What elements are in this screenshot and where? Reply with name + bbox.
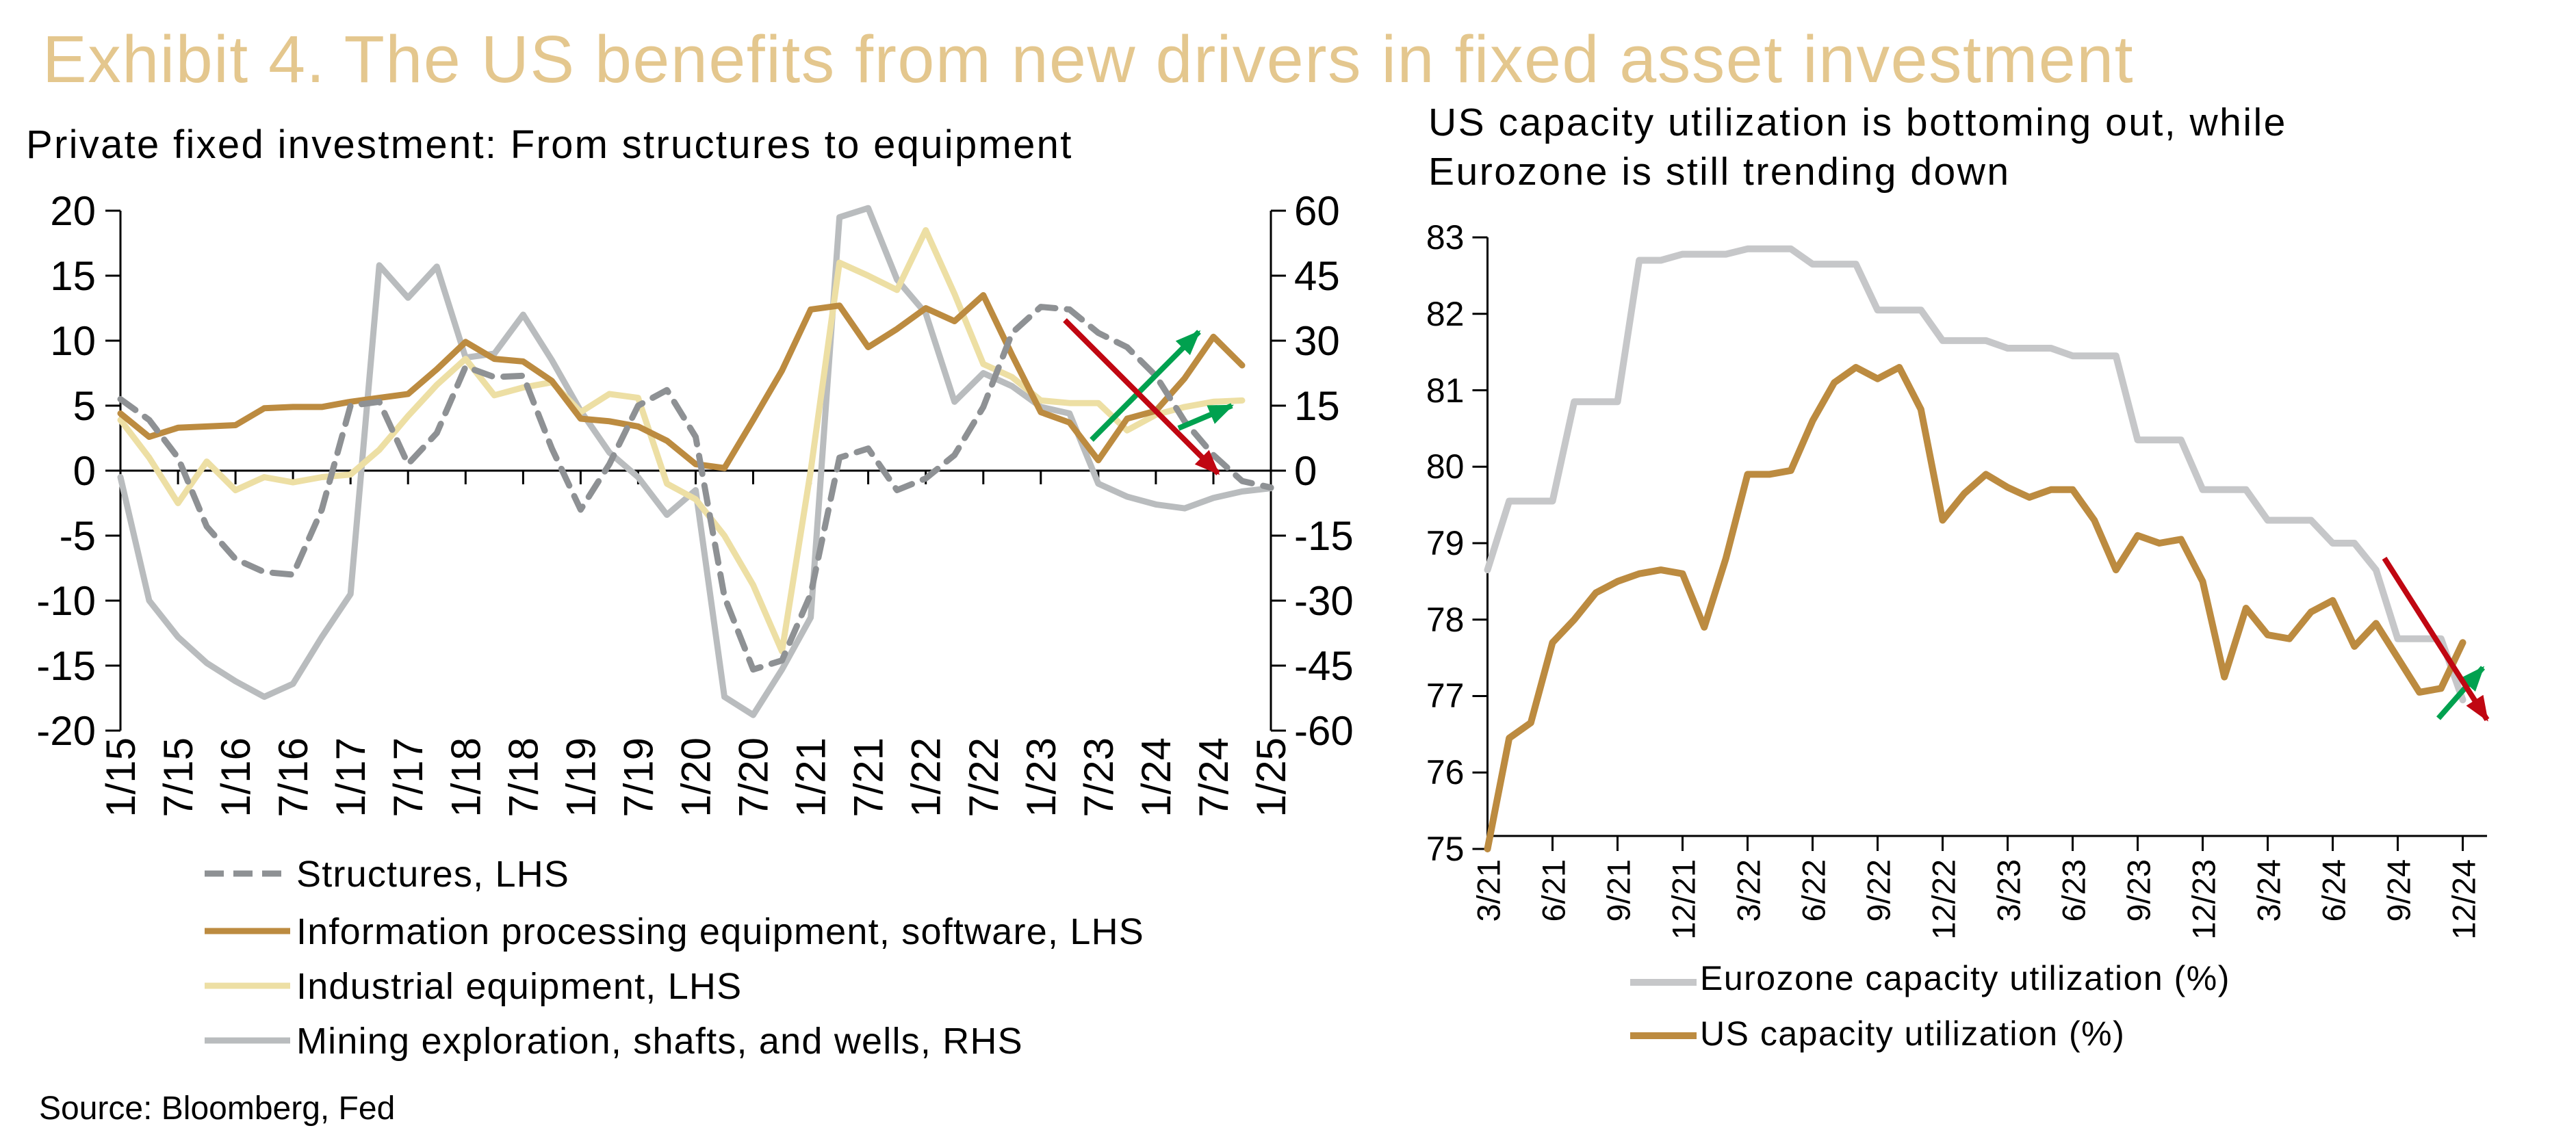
svg-text:1/16: 1/16 [213, 737, 259, 817]
svg-text:7/17: 7/17 [385, 737, 431, 817]
svg-text:30: 30 [1294, 318, 1340, 364]
svg-text:-20: -20 [36, 708, 96, 754]
svg-text:81: 81 [1426, 371, 1465, 410]
svg-text:7/15: 7/15 [155, 737, 201, 817]
svg-text:Eurozone is still trending dow: Eurozone is still trending down [1428, 150, 2011, 194]
svg-text:12/24: 12/24 [2446, 859, 2482, 940]
svg-text:1/21: 1/21 [788, 737, 834, 817]
svg-text:7/19: 7/19 [615, 737, 661, 817]
svg-text:7/20: 7/20 [731, 737, 777, 817]
svg-text:1/18: 1/18 [443, 737, 489, 817]
svg-text:-60: -60 [1294, 708, 1354, 754]
svg-text:1/24: 1/24 [1133, 737, 1179, 817]
svg-text:Source: Bloomberg, Fed: Source: Bloomberg, Fed [39, 1090, 395, 1127]
svg-text:79: 79 [1426, 524, 1465, 562]
svg-text:6/21: 6/21 [1536, 859, 1572, 921]
svg-text:1/25: 1/25 [1248, 737, 1294, 817]
svg-text:-30: -30 [1294, 578, 1354, 624]
svg-text:1/19: 1/19 [558, 737, 604, 817]
svg-text:-15: -15 [36, 643, 96, 689]
svg-text:7/22: 7/22 [961, 737, 1007, 817]
svg-text:1/22: 1/22 [903, 737, 949, 817]
svg-text:6/23: 6/23 [2056, 859, 2092, 921]
svg-text:7/18: 7/18 [500, 737, 546, 817]
svg-text:83: 83 [1426, 218, 1465, 257]
svg-text:1/20: 1/20 [673, 737, 719, 817]
svg-text:82: 82 [1426, 295, 1465, 333]
svg-text:80: 80 [1426, 447, 1465, 486]
svg-text:9/21: 9/21 [1601, 859, 1637, 921]
svg-text:Information processing equipme: Information processing equipment, softwa… [296, 911, 1144, 952]
svg-text:6/24: 6/24 [2316, 859, 2352, 921]
svg-text:US capacity utilization is bot: US capacity utilization is bottoming out… [1428, 101, 2287, 144]
svg-text:0: 0 [1294, 448, 1317, 494]
svg-text:9/24: 9/24 [2381, 859, 2417, 921]
svg-text:Private fixed investment: From: Private fixed investment: From structure… [26, 122, 1073, 167]
svg-text:77: 77 [1426, 677, 1465, 715]
svg-text:7/24: 7/24 [1191, 737, 1237, 817]
svg-text:15: 15 [50, 253, 96, 299]
svg-text:3/21: 3/21 [1471, 859, 1507, 921]
svg-text:1/17: 1/17 [328, 737, 374, 817]
svg-text:3/22: 3/22 [1731, 859, 1767, 921]
svg-text:Structures, LHS: Structures, LHS [296, 854, 569, 895]
svg-text:7/23: 7/23 [1076, 737, 1122, 817]
svg-text:15: 15 [1294, 383, 1340, 429]
svg-text:1/23: 1/23 [1018, 737, 1064, 817]
svg-text:12/22: 12/22 [1926, 859, 1962, 940]
svg-text:Mining exploration, shafts, an: Mining exploration, shafts, and wells, R… [296, 1021, 1023, 1062]
svg-text:60: 60 [1294, 188, 1340, 234]
svg-text:20: 20 [50, 188, 96, 234]
svg-text:76: 76 [1426, 753, 1465, 791]
svg-text:45: 45 [1294, 253, 1340, 299]
svg-text:Industrial equipment, LHS: Industrial equipment, LHS [296, 966, 742, 1007]
svg-text:7/21: 7/21 [846, 737, 892, 817]
svg-text:10: 10 [50, 318, 96, 364]
svg-text:6/22: 6/22 [1796, 859, 1832, 921]
svg-text:3/24: 3/24 [2251, 859, 2287, 921]
svg-text:Exhibit 4. The US benefits fro: Exhibit 4. The US benefits from new driv… [42, 22, 2134, 96]
svg-text:9/23: 9/23 [2121, 859, 2157, 921]
svg-text:75: 75 [1426, 830, 1465, 868]
svg-text:3/23: 3/23 [1991, 859, 2027, 921]
svg-text:5: 5 [73, 383, 96, 429]
svg-text:-15: -15 [1294, 513, 1354, 559]
svg-text:-5: -5 [60, 513, 96, 559]
svg-text:1/15: 1/15 [98, 737, 144, 817]
svg-text:7/16: 7/16 [270, 737, 316, 817]
svg-text:-45: -45 [1294, 643, 1354, 689]
svg-text:12/23: 12/23 [2186, 859, 2222, 940]
svg-text:US capacity utilization (%): US capacity utilization (%) [1700, 1014, 2125, 1053]
svg-text:-10: -10 [36, 578, 96, 624]
svg-text:9/22: 9/22 [1861, 859, 1897, 921]
svg-text:0: 0 [73, 448, 96, 494]
svg-text:78: 78 [1426, 601, 1465, 639]
svg-text:Eurozone capacity utilization: Eurozone capacity utilization (%) [1700, 959, 2230, 997]
svg-text:12/21: 12/21 [1666, 859, 1702, 940]
